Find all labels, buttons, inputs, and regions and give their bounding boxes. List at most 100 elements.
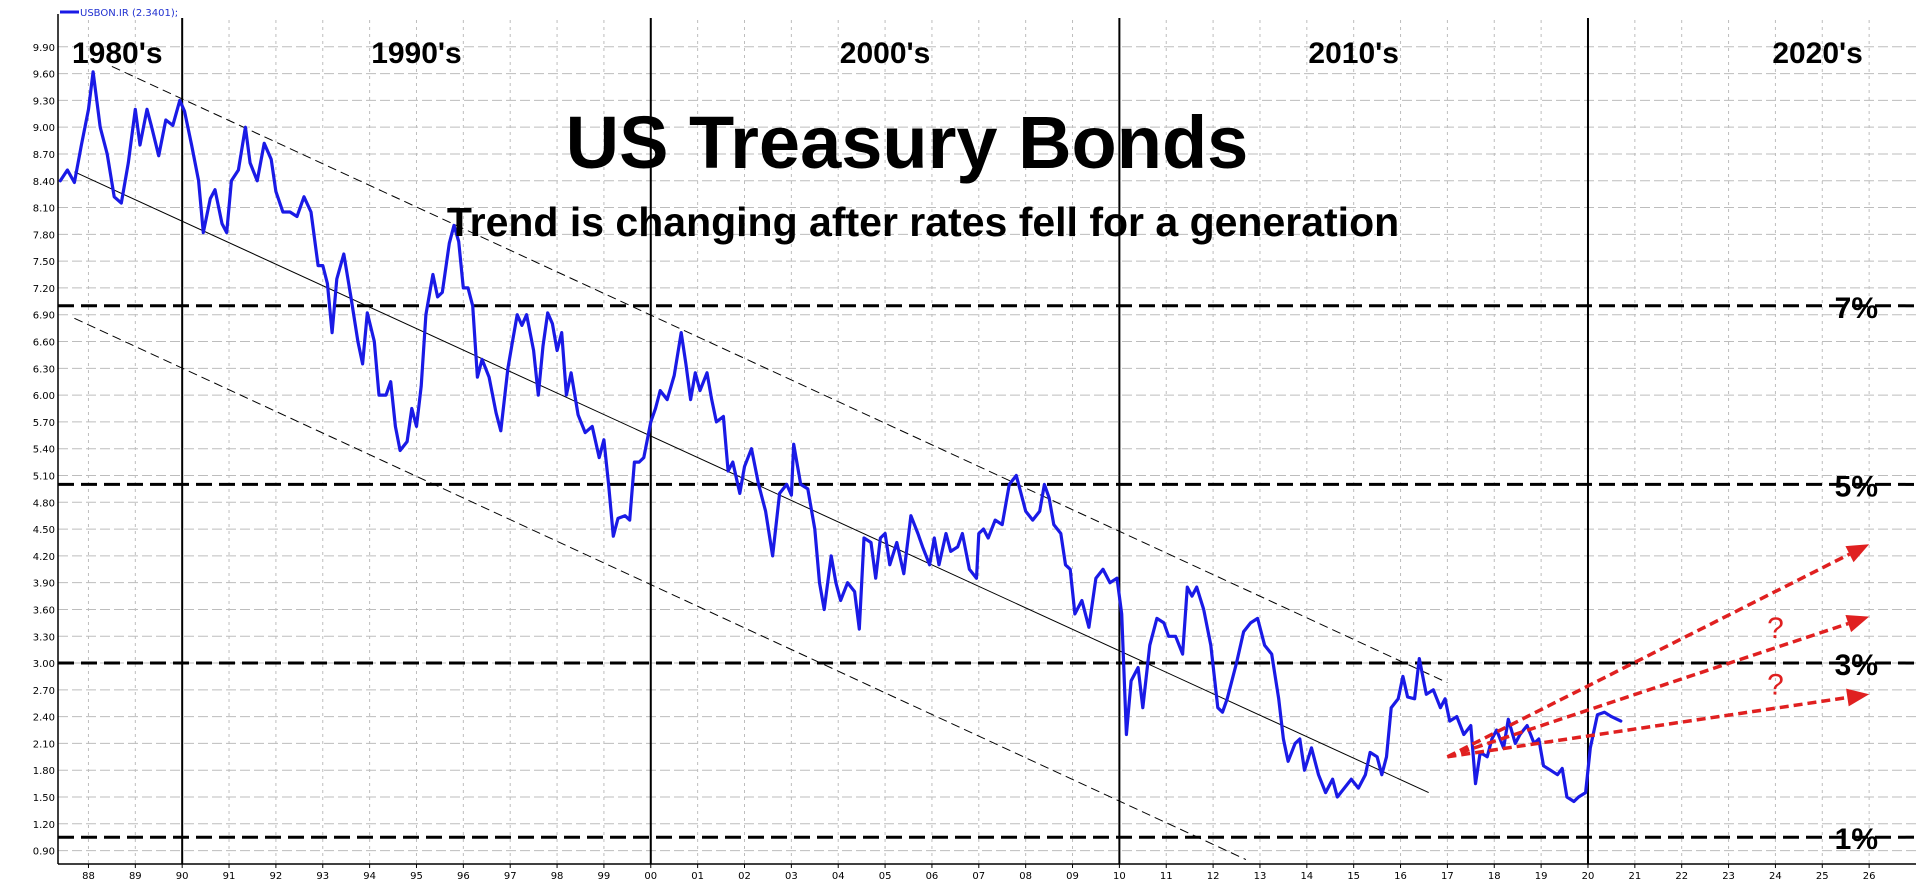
x-tick-label: 04 — [832, 871, 845, 882]
x-tick-label: 03 — [785, 871, 798, 882]
y-tick-label: 5.40 — [33, 445, 55, 456]
x-tick-label: 09 — [1066, 871, 1079, 882]
x-tick-label: 14 — [1300, 871, 1313, 882]
projection-arrow-shaft — [1447, 695, 1848, 759]
legend: USBON.IR (2.3401); — [60, 8, 178, 19]
y-tick-label: 8.70 — [33, 150, 55, 161]
series-line — [58, 70, 1623, 804]
x-tick-label: 11 — [1160, 871, 1173, 882]
y-tick-label: 4.80 — [33, 498, 55, 509]
projection-arrows: ?? — [1446, 544, 1870, 759]
level-label: 5% — [1835, 470, 1878, 503]
y-tick-label: 2.70 — [33, 686, 55, 697]
level-label: 1% — [1835, 823, 1878, 856]
y-tick-label: 9.00 — [33, 123, 55, 134]
y-tick-label: 4.20 — [33, 552, 55, 563]
legend-label: USBON.IR (2.3401); — [80, 8, 178, 19]
decade-label: 1980's — [72, 37, 163, 70]
x-tick-label: 20 — [1582, 871, 1595, 882]
y-tick-label: 9.90 — [33, 43, 55, 54]
y-tick-label: 7.20 — [33, 284, 55, 295]
projection-arrow-shaft — [1446, 552, 1851, 759]
x-tick-label: 90 — [176, 871, 189, 882]
x-tick-label: 99 — [598, 871, 611, 882]
level-lines — [58, 304, 1916, 839]
x-tick-label: 89 — [129, 871, 142, 882]
y-tick-label: 6.30 — [33, 364, 55, 375]
y-tick-label: 3.60 — [33, 605, 55, 616]
y-tick-label: 6.00 — [33, 391, 55, 402]
x-tick-label: 06 — [926, 871, 939, 882]
projection-arrow-head — [1845, 615, 1870, 633]
y-tick-label: 3.00 — [33, 659, 55, 670]
x-tick-label: 24 — [1769, 871, 1782, 882]
y-tick-label: 7.80 — [33, 230, 55, 241]
y-tick-label: 1.20 — [33, 820, 55, 831]
y-tick-label: 1.80 — [33, 766, 55, 777]
y-tick-label: 6.60 — [33, 338, 55, 349]
channel-line — [74, 317, 1247, 860]
x-tick-label: 13 — [1254, 871, 1267, 882]
axes: 9.90 9.60 9.30 9.00 8.70 8.40 8.10 7.80 7.50 7.20… — [33, 14, 1916, 882]
x-tick-label: 97 — [504, 871, 517, 882]
x-tick-label: 19 — [1535, 871, 1548, 882]
x-tick-label: 25 — [1816, 871, 1829, 882]
decade-label: 2010's — [1308, 37, 1399, 70]
chart-title: US Treasury Bonds — [566, 101, 1249, 184]
y-tick-label: 8.10 — [33, 204, 55, 215]
x-tick-label: 02 — [738, 871, 751, 882]
level-label: 3% — [1835, 649, 1878, 682]
x-tick-label: 00 — [644, 871, 657, 882]
x-tick-label: 95 — [410, 871, 423, 882]
y-tick-label: 6.90 — [33, 311, 55, 322]
decade-label: 2020's — [1772, 37, 1863, 70]
y-tick-label: 5.10 — [33, 471, 55, 482]
x-tick-label: 08 — [1019, 871, 1032, 882]
y-tick-label: 0.90 — [33, 847, 55, 858]
trend-line — [74, 171, 1429, 794]
x-tick-label: 92 — [270, 871, 283, 882]
x-tick-label: 22 — [1675, 871, 1688, 882]
y-tick-label: 2.10 — [33, 739, 55, 750]
question-mark: ? — [1767, 668, 1784, 701]
x-tick-label: 91 — [223, 871, 236, 882]
x-tick-label: 17 — [1441, 871, 1454, 882]
x-tick-label: 26 — [1863, 871, 1876, 882]
question-mark: ? — [1767, 612, 1784, 645]
y-tick-label: 8.40 — [33, 177, 55, 188]
channel-line — [111, 65, 1448, 684]
x-tick-label: 18 — [1488, 871, 1501, 882]
x-tick-label: 21 — [1628, 871, 1641, 882]
decade-label: 2000's — [840, 37, 931, 70]
y-tick-label: 5.70 — [33, 418, 55, 429]
x-tick-label: 93 — [316, 871, 329, 882]
labels-layer: US Treasury Bonds Trend is changing afte… — [60, 8, 1878, 856]
chart-subtitle: Trend is changing after rates fell for a… — [447, 199, 1399, 245]
y-tick-label: 2.40 — [33, 713, 55, 724]
x-tick-label: 01 — [691, 871, 704, 882]
y-tick-label: 4.50 — [33, 525, 55, 536]
projection-arrow-shaft — [1446, 621, 1849, 759]
y-tick-label: 3.30 — [33, 632, 55, 643]
x-tick-label: 05 — [879, 871, 892, 882]
x-tick-label: 88 — [82, 871, 95, 882]
y-tick-label: 1.50 — [33, 793, 55, 804]
projection-arrow-head — [1846, 688, 1870, 707]
x-tick-label: 23 — [1722, 871, 1735, 882]
series-layer — [58, 70, 1623, 804]
x-tick-label: 96 — [457, 871, 470, 882]
level-label: 7% — [1835, 292, 1878, 325]
decade-label: 1990's — [371, 37, 462, 70]
y-tick-label: 9.60 — [33, 70, 55, 81]
x-tick-label: 07 — [972, 871, 985, 882]
x-tick-label: 94 — [363, 871, 376, 882]
x-tick-label: 98 — [551, 871, 564, 882]
x-tick-label: 10 — [1113, 871, 1126, 882]
decade-divider-lines — [181, 18, 1589, 864]
x-tick-label: 16 — [1394, 871, 1407, 882]
x-tick-label: 12 — [1207, 871, 1220, 882]
y-tick-label: 7.50 — [33, 257, 55, 268]
y-tick-label: 3.90 — [33, 579, 55, 590]
y-tick-label: 9.30 — [33, 96, 55, 107]
